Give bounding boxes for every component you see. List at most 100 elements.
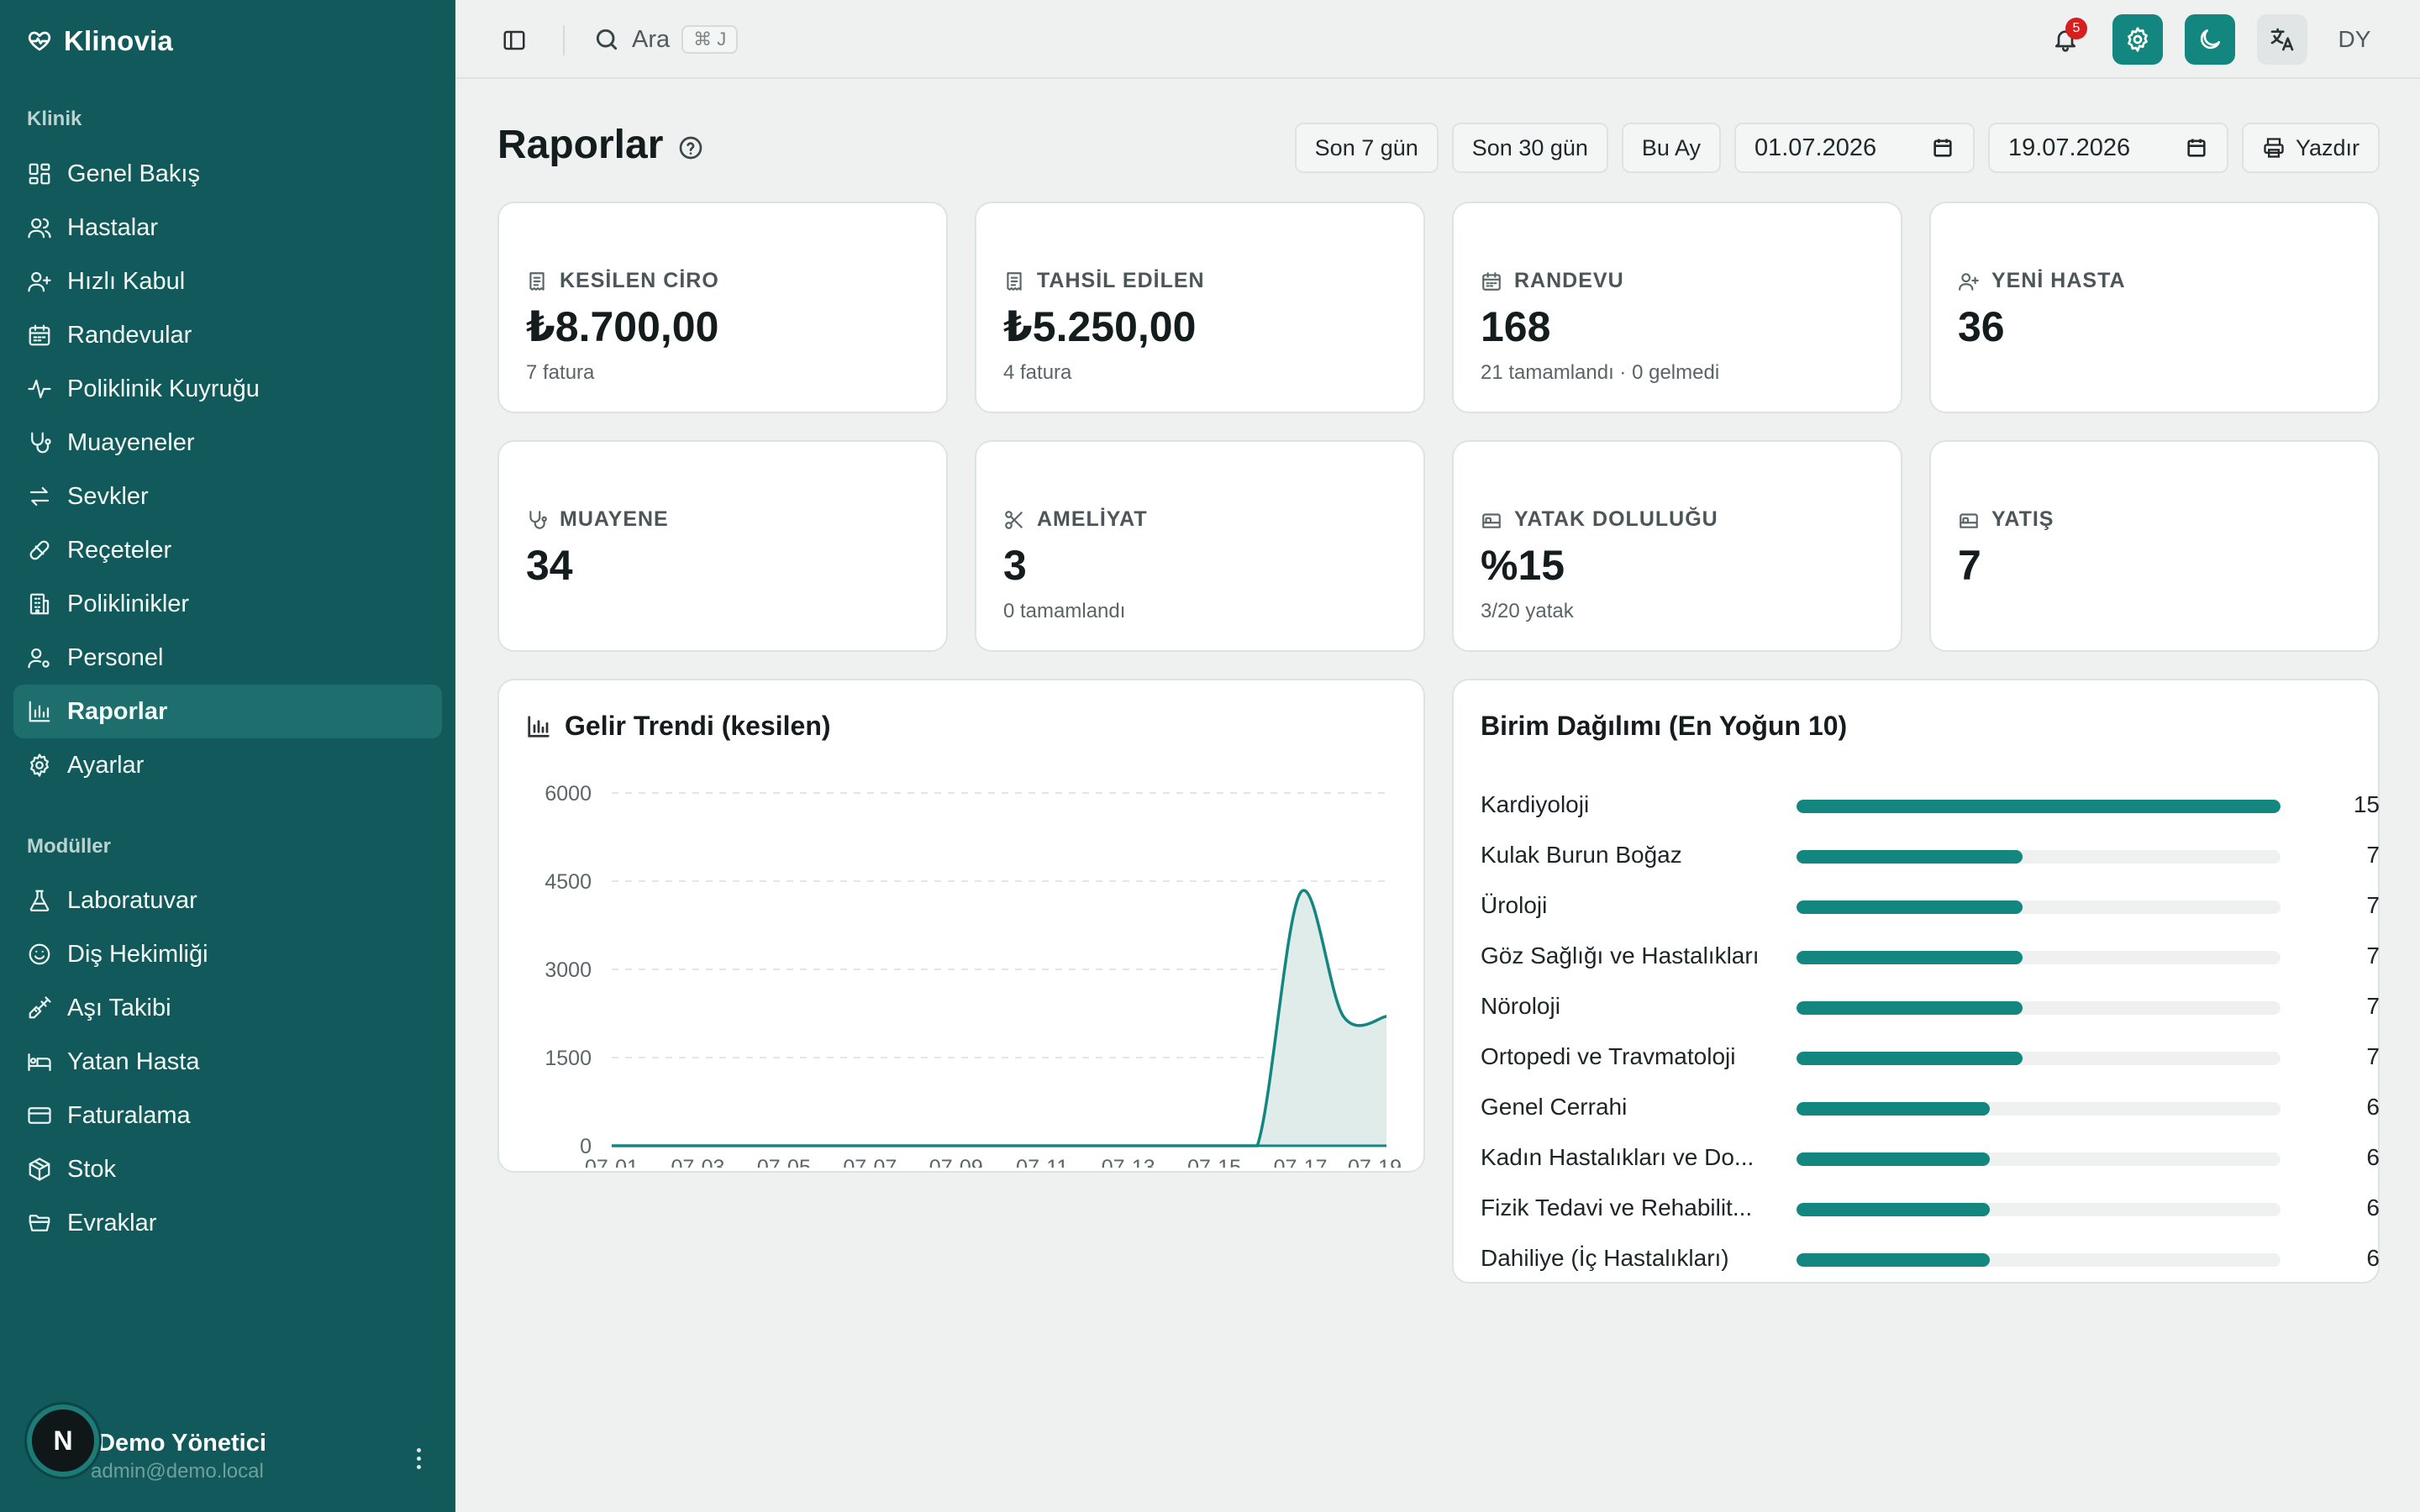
distribution-bar-track bbox=[1797, 1052, 2281, 1065]
arrows-icon bbox=[29, 486, 50, 507]
y-tick-label: 6000 bbox=[544, 782, 592, 806]
sidebar-item-staff[interactable]: Personel bbox=[13, 631, 442, 685]
distribution-count: 7 bbox=[2366, 993, 2380, 1019]
avatar[interactable]: N bbox=[27, 1404, 99, 1477]
stat-value: ₺5.250,00 bbox=[1003, 303, 1197, 350]
sidebar-item-documents[interactable]: Evraklar bbox=[13, 1196, 442, 1250]
sidebar-item-overview[interactable]: Genel Bakış bbox=[13, 147, 442, 201]
printer-icon bbox=[2264, 138, 2284, 158]
sidebar-item-quick-admission[interactable]: Hızlı Kabul bbox=[13, 255, 442, 308]
distribution-row: Nöroloji 7 bbox=[1481, 990, 2380, 1023]
sidebar-item-label: Faturalama bbox=[67, 1101, 191, 1129]
distribution-bar-track bbox=[1797, 1152, 2281, 1166]
sidebar-item-label: Hastalar bbox=[67, 213, 158, 241]
x-tick-label: 07-13 bbox=[1102, 1156, 1155, 1168]
user-plus-icon bbox=[28, 271, 51, 292]
sidebar-item-patients[interactable]: Hastalar bbox=[13, 201, 442, 255]
distribution-bar-fill bbox=[1797, 1253, 1991, 1267]
user-menu-button[interactable] bbox=[407, 1441, 430, 1475]
sidebar-item-label: Sevkler bbox=[67, 482, 149, 510]
sidebar-item-vaccination[interactable]: Aşı Takibi bbox=[13, 981, 442, 1035]
last-30-days-button[interactable]: Son 30 gün bbox=[1451, 123, 1608, 173]
stat-label-text: AMELİYAT bbox=[1037, 507, 1148, 531]
distribution-unit-name: Kardiyoloji bbox=[1481, 791, 1590, 817]
stat-subtext: 4 fatura bbox=[1003, 361, 1072, 384]
stat-card-collected: TAHSİL EDİLEN ₺5.250,00 4 fatura bbox=[975, 202, 1425, 413]
sidebar-item-polyclinics[interactable]: Poliklinikler bbox=[13, 577, 442, 631]
calendar-icon bbox=[2187, 139, 2206, 157]
distribution-bar-track bbox=[1797, 1253, 2281, 1267]
sidebar-item-stock[interactable]: Stok bbox=[13, 1142, 442, 1196]
stat-card-examinations: MUAYENE 34 bbox=[497, 440, 948, 652]
stat-label-text: KESİLEN CİRO bbox=[560, 269, 719, 292]
brand-name: Klinovia bbox=[64, 25, 173, 56]
stat-value: 36 bbox=[1958, 303, 2005, 350]
clinic-nav: Genel Bakış Hastalar Hızlı Kabul Randevu… bbox=[13, 147, 442, 792]
distribution-count: 6 bbox=[2366, 1245, 2380, 1271]
stat-label: YENİ HASTA bbox=[1958, 269, 2126, 293]
sidebar: Klinovia Klinik Genel Bakış Hastalar Hız… bbox=[0, 0, 455, 1512]
dot-icon bbox=[416, 1464, 421, 1469]
search-button[interactable]: Ara ⌘ J bbox=[593, 20, 739, 59]
sidebar-item-reports[interactable]: Raporlar bbox=[13, 685, 442, 738]
page-title: Raporlar bbox=[497, 123, 664, 167]
user-profile[interactable]: Demo Yönetici admin@demo.local N bbox=[27, 1401, 430, 1494]
stat-value: 168 bbox=[1481, 303, 1551, 350]
sidebar-item-dentistry[interactable]: Diş Hekimliği bbox=[13, 927, 442, 981]
distribution-unit-name: Göz Sağlığı ve Hastalıkları bbox=[1481, 942, 1760, 969]
revenue-panel-title: Gelir Trendi (kesilen) bbox=[565, 711, 831, 741]
sidebar-item-label: Stok bbox=[67, 1155, 117, 1183]
stat-subtext: 3/20 yatak bbox=[1481, 600, 1574, 622]
sidebar-toggle-button[interactable] bbox=[497, 24, 531, 57]
print-button[interactable]: Yazdır bbox=[2241, 123, 2380, 173]
distribution-bar-fill bbox=[1797, 850, 2023, 864]
user-initials-button[interactable]: DY bbox=[2329, 14, 2380, 65]
brand[interactable]: Klinovia bbox=[27, 24, 173, 59]
sidebar-item-label: Personel bbox=[67, 643, 164, 671]
building-icon bbox=[29, 593, 50, 615]
date-from-input[interactable]: 01.07.2026 bbox=[1733, 123, 1975, 173]
distribution-unit-name: Ortopedi ve Travmatoloji bbox=[1481, 1043, 1736, 1069]
stat-label: YATIŞ bbox=[1958, 507, 2054, 532]
language-button[interactable] bbox=[2257, 14, 2307, 65]
date-to-input[interactable]: 19.07.2026 bbox=[1987, 123, 2228, 173]
sidebar-item-referrals[interactable]: Sevkler bbox=[13, 470, 442, 523]
stat-label-text: YENİ HASTA bbox=[1991, 269, 2126, 292]
sidebar-item-polyclinic-queue[interactable]: Poliklinik Kuyruğu bbox=[13, 362, 442, 416]
sidebar-item-inpatient[interactable]: Yatan Hasta bbox=[13, 1035, 442, 1089]
package-icon bbox=[29, 1158, 50, 1181]
date-filters: Son 7 gün Son 30 gün Bu Ay 01.07.2026 19… bbox=[1294, 123, 2380, 173]
this-month-button[interactable]: Bu Ay bbox=[1621, 123, 1721, 173]
sidebar-item-prescriptions[interactable]: Reçeteler bbox=[13, 523, 442, 577]
sidebar-item-settings[interactable]: Ayarlar bbox=[13, 738, 442, 792]
sidebar-item-appointments[interactable]: Randevular bbox=[13, 308, 442, 362]
print-label: Yazdır bbox=[2295, 134, 2360, 160]
settings-button[interactable] bbox=[2112, 14, 2163, 65]
stat-label-text: TAHSİL EDİLEN bbox=[1037, 269, 1205, 292]
notification-badge: 5 bbox=[2065, 18, 2087, 39]
x-tick-label: 07-11 bbox=[1016, 1156, 1068, 1168]
calendar-icon bbox=[29, 324, 50, 346]
user-plus-icon bbox=[1959, 272, 1979, 291]
last-7-days-button[interactable]: Son 7 gün bbox=[1294, 123, 1439, 173]
stat-label-text: YATAK DOLULUĞU bbox=[1514, 507, 1718, 531]
revenue-trend-chart: 6000 4500 3000 1500 007-01 07-03 07-05 07-07 07-… bbox=[544, 782, 1402, 1168]
stat-subtext: 21 tamamlandı · 0 gelmedi bbox=[1481, 361, 1720, 384]
distribution-row: Genel Cerrahi 6 bbox=[1481, 1090, 2380, 1124]
smile-icon bbox=[29, 943, 50, 965]
topbar: Ara ⌘ J 5 DY bbox=[455, 0, 2420, 79]
dot-icon bbox=[416, 1447, 421, 1452]
panel-title: Gelir Trendi (kesilen) bbox=[526, 711, 831, 742]
distribution-unit-name: Dahiliye (İç Hastalıkları) bbox=[1481, 1245, 1729, 1271]
sidebar-item-billing[interactable]: Faturalama bbox=[13, 1089, 442, 1142]
y-tick-label: 4500 bbox=[544, 870, 592, 894]
stat-label: YATAK DOLULUĞU bbox=[1481, 507, 1718, 532]
distribution-row: Ortopedi ve Travmatoloji 7 bbox=[1481, 1040, 2380, 1074]
notifications-button[interactable]: 5 bbox=[2040, 14, 2091, 65]
theme-toggle-button[interactable] bbox=[2185, 14, 2235, 65]
sidebar-item-label: Evraklar bbox=[67, 1209, 157, 1236]
sidebar-item-examinations[interactable]: Muayeneler bbox=[13, 416, 442, 470]
sidebar-item-laboratory[interactable]: Laboratuvar bbox=[13, 874, 442, 927]
help-icon[interactable] bbox=[677, 134, 704, 161]
syringe-icon bbox=[29, 996, 51, 1019]
